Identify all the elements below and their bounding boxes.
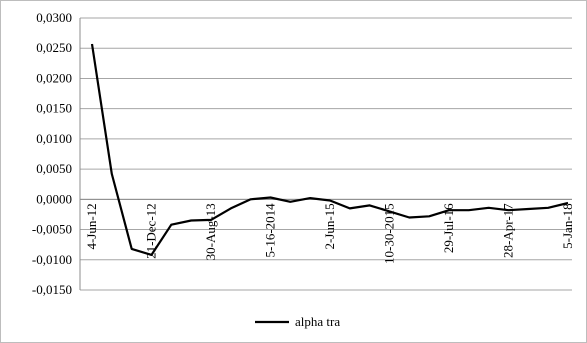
y-tick-label: -0,0050 xyxy=(32,222,72,237)
x-tick-label: 30-Aug-13 xyxy=(203,203,218,260)
y-tick-label: -0,0150 xyxy=(32,282,72,297)
legend-label: alpha tra xyxy=(295,314,340,329)
x-tick-label: 2-Jun-15 xyxy=(322,203,337,249)
y-tick-labels: 0,0300 0,0250 0,0200 0,0150 0,0100 0,0050 0,00… xyxy=(32,10,72,297)
x-tick-labels: 4-Jun-12 21-Dec-12 30-Aug-13 5-16-2014 2-Jun… xyxy=(84,203,575,264)
series-line xyxy=(90,43,569,256)
x-tick-label: 28-Apr-17 xyxy=(501,203,516,258)
y-tick-label: 0,0000 xyxy=(36,191,72,206)
series-group xyxy=(90,43,569,256)
x-tick-label: 10-30-2015 xyxy=(382,203,397,264)
legend: alpha tra xyxy=(255,314,340,329)
y-tick-label: 0,0100 xyxy=(36,131,72,146)
x-tick-label: 29-Jul-16 xyxy=(441,203,456,253)
y-tick-label: 0,0250 xyxy=(36,40,72,55)
y-tick-label: 0,0150 xyxy=(36,101,72,116)
x-tick-label: 21-Dec-12 xyxy=(144,203,159,259)
y-tick-label: -0,0100 xyxy=(32,252,72,267)
y-tick-label: 0,0300 xyxy=(36,10,72,25)
y-tick-label: 0,0200 xyxy=(36,70,72,85)
x-tick-label: 5-Jan-18 xyxy=(560,203,575,249)
x-tick-label: 4-Jun-12 xyxy=(84,203,99,249)
y-tick-label: 0,0050 xyxy=(36,161,72,176)
x-tick-label: 5-16-2014 xyxy=(263,203,278,258)
